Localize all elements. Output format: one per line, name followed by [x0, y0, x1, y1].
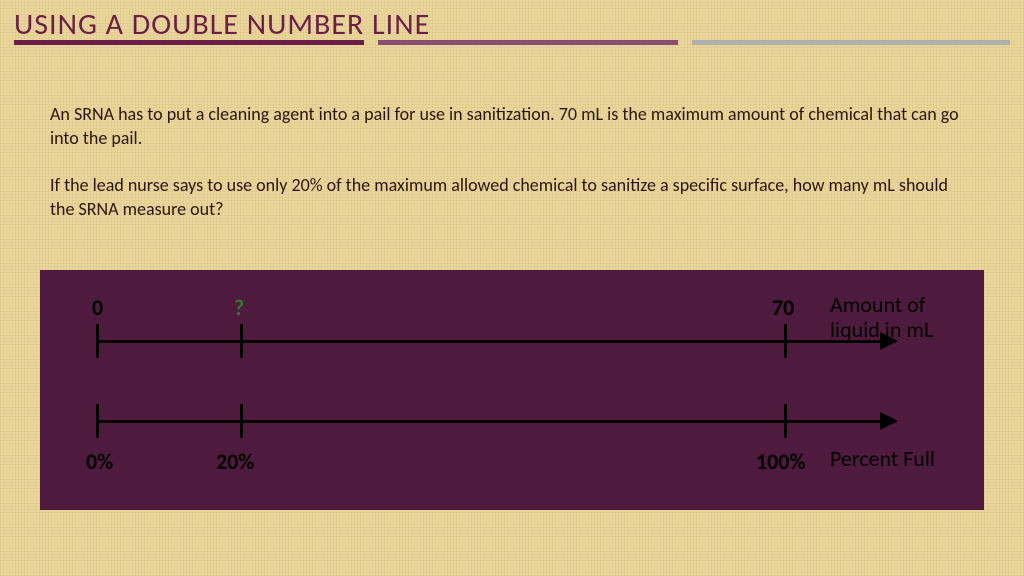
bottom-line-caption: Percent Full [830, 446, 935, 471]
bot-tick-0 [96, 404, 99, 438]
double-number-line-diagram: 0 ? 70 0% 20% 100% Amount of liquid in m… [40, 270, 984, 510]
bot-label-1: 20% [216, 448, 254, 475]
paragraph-2: If the lead nurse says to use only 20% o… [50, 173, 970, 222]
top-label-2: 70 [772, 294, 794, 321]
bottom-axis [96, 420, 896, 423]
top-line-caption: Amount of liquid in mL [830, 292, 980, 343]
bot-tick-1 [240, 404, 243, 438]
paragraph-1: An SRNA has to put a cleaning agent into… [50, 102, 970, 151]
bot-label-0: 0% [86, 448, 113, 475]
bot-label-2: 100% [756, 448, 806, 475]
page-title: USING A DOUBLE NUMBER LINE [0, 0, 1024, 43]
bottom-arrowhead [880, 412, 898, 430]
top-tick-0 [96, 324, 99, 358]
top-axis [96, 340, 896, 343]
underline-seg-1 [14, 40, 364, 45]
title-underline [14, 40, 1010, 45]
underline-seg-3 [692, 40, 1010, 45]
top-tick-2 [784, 324, 787, 358]
problem-text: An SRNA has to put a cleaning agent into… [50, 102, 970, 243]
top-label-unknown: ? [234, 294, 244, 321]
top-label-0: 0 [92, 294, 103, 321]
top-tick-1 [240, 324, 243, 358]
bot-tick-2 [784, 404, 787, 438]
underline-seg-2 [378, 40, 678, 45]
